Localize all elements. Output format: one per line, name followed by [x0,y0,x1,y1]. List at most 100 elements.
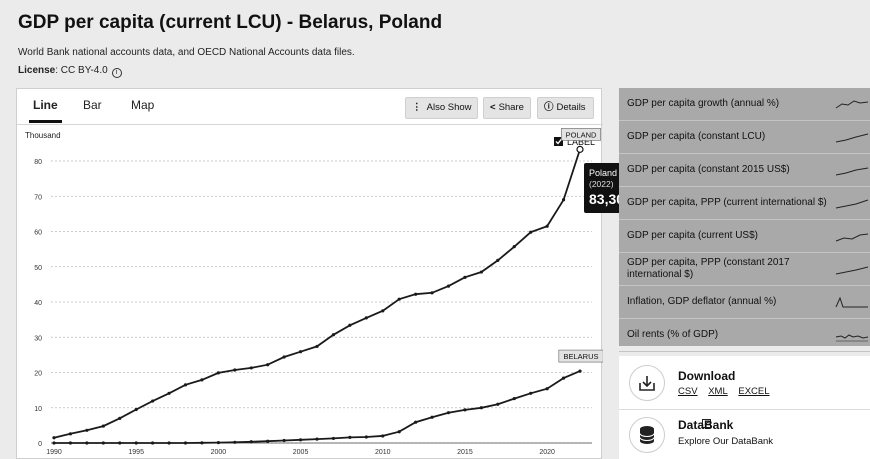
indicator-item[interactable]: GDP per capita, PPP (constant 2017 inter… [619,253,870,286]
data-point[interactable] [266,363,270,367]
data-point[interactable] [578,369,582,373]
data-point[interactable] [315,437,319,441]
data-point[interactable] [331,333,336,337]
indicator-item[interactable]: GDP per capita, PPP (current internation… [619,187,870,220]
data-point[interactable] [414,420,418,424]
data-point[interactable] [249,440,253,444]
data-point[interactable] [233,368,237,372]
tab-line[interactable]: Line [29,98,62,123]
data-point[interactable] [348,435,352,439]
data-point[interactable] [414,292,418,296]
data-point[interactable] [249,366,253,370]
download-icon[interactable] [629,365,665,401]
download-excel-link[interactable]: EXCEL [738,386,770,397]
data-point[interactable] [282,438,286,443]
data-point[interactable] [529,230,533,234]
data-point[interactable] [381,434,385,438]
y-tick-label: 10 [34,406,42,413]
also-show-button[interactable]: ⋮ Also Show [405,97,478,119]
data-point[interactable] [101,424,105,428]
data-point[interactable] [298,350,303,354]
data-point[interactable] [561,198,566,202]
x-tick-label: 2020 [539,449,555,456]
data-point[interactable] [216,371,220,375]
data-point[interactable] [545,387,549,391]
data-point[interactable] [233,440,237,444]
data-point[interactable] [430,291,434,295]
data-point[interactable] [216,441,220,445]
data-point[interactable] [397,430,401,434]
source-note: World Bank national accounts data, and O… [18,47,355,58]
data-point[interactable] [315,344,319,349]
data-point[interactable] [348,323,352,327]
share-button[interactable]: < Share [483,97,531,119]
highlighted-point[interactable] [576,145,584,153]
data-point[interactable] [463,275,467,279]
data-point[interactable] [364,316,368,320]
data-point[interactable] [397,297,401,301]
data-point[interactable] [101,441,105,445]
series-line-belarus[interactable] [54,370,581,444]
data-point[interactable] [561,376,566,380]
info-icon[interactable]: i [111,68,122,78]
data-point[interactable] [430,415,434,419]
checkbox-icon[interactable] [554,137,563,146]
data-point[interactable] [496,402,500,406]
details-button[interactable]: ⓘ Details [537,97,594,119]
data-point[interactable] [118,416,122,420]
label-toggle[interactable]: LABEL [554,137,595,147]
data-point[interactable] [479,406,483,410]
data-point[interactable] [496,258,500,263]
data-point[interactable] [52,436,56,440]
data-point[interactable] [512,245,516,249]
data-point[interactable] [183,383,188,387]
data-point[interactable] [479,270,483,274]
download-title: Download [678,369,736,383]
related-indicators: GDP per capita growth (annual %) GDP per… [619,88,870,352]
data-point[interactable] [85,441,89,445]
data-point[interactable] [183,441,188,445]
data-point[interactable] [167,441,171,445]
databank-card[interactable]: DataBank Explore Our DataBank [619,410,870,459]
data-point[interactable] [85,428,89,432]
data-point[interactable] [529,391,533,395]
tab-map[interactable]: Map [131,98,155,112]
data-point[interactable] [446,284,451,288]
series-label: POLAND [566,130,597,139]
y-tick-label: 40 [34,300,42,307]
data-point[interactable] [266,439,270,443]
indicator-item[interactable]: GDP per capita (constant LCU) [619,121,870,154]
data-point[interactable] [68,432,73,436]
series-label: BELARUS [563,352,598,361]
data-point[interactable] [167,391,171,395]
data-point[interactable] [545,224,549,228]
data-point[interactable] [52,441,56,445]
data-point[interactable] [200,378,204,382]
indicator-item[interactable]: Inflation, GDP deflator (annual %) [619,286,870,319]
data-point[interactable] [364,435,368,439]
indicator-item[interactable]: GDP per capita (constant 2015 US$) [619,154,870,187]
download-csv-link[interactable]: CSV [678,386,698,397]
series-line-poland[interactable] [53,149,581,439]
data-point[interactable] [463,408,467,412]
data-point[interactable] [298,438,303,442]
data-point[interactable] [331,436,336,441]
tab-bar[interactable]: Bar [83,98,102,112]
data-point[interactable] [118,441,122,445]
data-point[interactable] [282,355,286,359]
data-point[interactable] [151,441,155,445]
data-point[interactable] [68,441,73,445]
indicator-item[interactable]: GDP per capita growth (annual %) [619,88,870,121]
data-point[interactable] [200,441,204,445]
data-point[interactable] [134,441,138,445]
data-point[interactable] [134,407,138,412]
data-point[interactable] [512,396,516,401]
data-point[interactable] [446,411,451,415]
indicator-item[interactable]: GDP per capita (current US$) [619,220,870,253]
license: License: CC BY-4.0 i [18,65,122,78]
data-point[interactable] [381,309,385,313]
data-point[interactable] [151,399,155,403]
indicator-item[interactable]: Oil rents (% of GDP) [619,319,870,352]
download-xml-link[interactable]: XML [708,386,728,397]
indicator-label: GDP per capita (constant 2015 US$) [627,164,790,175]
